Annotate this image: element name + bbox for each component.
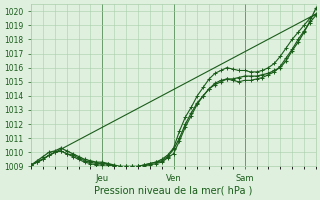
- X-axis label: Pression niveau de la mer( hPa ): Pression niveau de la mer( hPa ): [94, 186, 253, 196]
